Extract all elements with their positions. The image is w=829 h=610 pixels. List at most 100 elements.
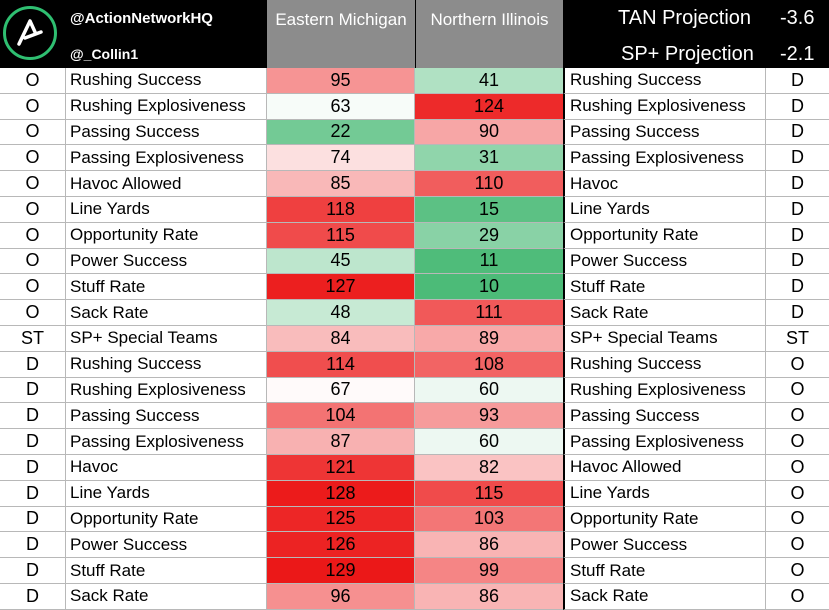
table-row: D Rushing Success 114 108 Rushing Success O xyxy=(0,351,829,378)
northern-illinois-rank: 60 xyxy=(415,377,563,404)
opponent-side-cell: D xyxy=(766,197,829,223)
northern-illinois-rank: 93 xyxy=(415,403,563,430)
northern-illinois-rank: 11 xyxy=(415,248,563,275)
side-cell: O xyxy=(0,300,66,326)
stat-label: Stuff Rate xyxy=(66,558,267,584)
opponent-side-cell: O xyxy=(766,403,829,430)
side-cell: D xyxy=(0,506,66,533)
northern-illinois-rank: 115 xyxy=(415,480,563,507)
side-cell: D xyxy=(0,584,66,610)
side-cell: D xyxy=(0,429,66,455)
team1-header: Eastern Michigan xyxy=(267,0,415,68)
eastern-michigan-rank: 22 xyxy=(267,119,415,146)
northern-illinois-rank: 108 xyxy=(415,351,563,378)
opponent-side-cell: D xyxy=(766,94,829,120)
stat-label: Rushing Success xyxy=(66,351,267,378)
opponent-side-cell: ST xyxy=(766,326,829,352)
table-row: D Passing Success 104 93 Passing Success O xyxy=(0,403,829,430)
table-row: D Power Success 126 86 Power Success O xyxy=(0,532,829,559)
side-cell: D xyxy=(0,403,66,430)
handle-main: @ActionNetworkHQ xyxy=(70,10,213,27)
side-cell: ST xyxy=(0,326,66,352)
opponent-side-cell: O xyxy=(766,352,829,378)
stat-label: SP+ Special Teams xyxy=(66,326,267,352)
opponent-stat-label: Rushing Success xyxy=(563,68,766,94)
northern-illinois-rank: 89 xyxy=(415,326,563,352)
eastern-michigan-rank: 118 xyxy=(267,197,415,223)
table-row: O Havoc Allowed 85 110 Havoc D xyxy=(0,171,829,197)
side-cell: O xyxy=(0,119,66,146)
opponent-stat-label: Passing Success xyxy=(563,119,766,146)
eastern-michigan-rank: 126 xyxy=(267,532,415,559)
table-row: O Power Success 45 11 Power Success D xyxy=(0,248,829,275)
tan-projection-value: -3.6 xyxy=(780,7,815,29)
opponent-stat-label: Rushing Explosiveness xyxy=(563,93,766,120)
northern-illinois-rank: 90 xyxy=(415,119,563,146)
opponent-side-cell: O xyxy=(766,532,829,559)
eastern-michigan-rank: 125 xyxy=(267,506,415,533)
eastern-michigan-rank: 96 xyxy=(267,584,415,610)
stat-label: Havoc Allowed xyxy=(66,171,267,197)
opponent-side-cell: O xyxy=(766,455,829,481)
opponent-side-cell: D xyxy=(766,145,829,172)
northern-illinois-rank: 82 xyxy=(415,455,563,481)
opponent-stat-label: Power Success xyxy=(563,532,766,559)
opponent-side-cell: O xyxy=(766,558,829,584)
northern-illinois-rank: 41 xyxy=(415,68,563,94)
eastern-michigan-rank: 84 xyxy=(267,326,415,352)
opponent-side-cell: O xyxy=(766,507,829,533)
opponent-stat-label: Passing Explosiveness xyxy=(563,145,766,172)
northern-illinois-rank: 10 xyxy=(415,274,563,301)
opponent-side-cell: D xyxy=(766,68,829,94)
table-row: O Line Yards 118 15 Line Yards D xyxy=(0,197,829,223)
eastern-michigan-rank: 48 xyxy=(267,300,415,326)
table-row: D Sack Rate 96 86 Sack Rate O xyxy=(0,584,829,610)
opponent-stat-label: Line Yards xyxy=(563,480,766,507)
side-cell: O xyxy=(0,248,66,275)
eastern-michigan-rank: 74 xyxy=(267,145,415,172)
eastern-michigan-rank: 114 xyxy=(267,351,415,378)
action-network-logo-icon xyxy=(3,6,57,60)
stat-label: Power Success xyxy=(66,248,267,275)
handle-sub: @_Collin1 xyxy=(70,46,139,62)
side-cell: O xyxy=(0,171,66,197)
side-cell: D xyxy=(0,377,66,404)
stat-label: Opportunity Rate xyxy=(66,222,267,249)
stat-label: Passing Explosiveness xyxy=(66,145,267,172)
eastern-michigan-rank: 95 xyxy=(267,68,415,94)
stat-label: Passing Success xyxy=(66,403,267,430)
stat-label: Sack Rate xyxy=(66,584,267,610)
opponent-side-cell: D xyxy=(766,223,829,249)
side-cell: O xyxy=(0,93,66,120)
side-cell: D xyxy=(0,558,66,584)
eastern-michigan-rank: 127 xyxy=(267,274,415,301)
northern-illinois-rank: 124 xyxy=(415,93,563,120)
opponent-side-cell: O xyxy=(766,429,829,455)
opponent-stat-label: Stuff Rate xyxy=(563,558,766,584)
opponent-stat-label: Rushing Success xyxy=(563,351,766,378)
eastern-michigan-rank: 63 xyxy=(267,93,415,120)
table-row: O Stuff Rate 127 10 Stuff Rate D xyxy=(0,274,829,301)
opponent-side-cell: D xyxy=(766,120,829,146)
side-cell: O xyxy=(0,222,66,249)
opponent-stat-label: Power Success xyxy=(563,248,766,275)
northern-illinois-rank: 103 xyxy=(415,506,563,533)
opponent-stat-label: Stuff Rate xyxy=(563,274,766,301)
northern-illinois-rank: 99 xyxy=(415,558,563,584)
stat-label: Rushing Explosiveness xyxy=(66,377,267,404)
side-cell: D xyxy=(0,532,66,559)
stat-label: Passing Success xyxy=(66,119,267,146)
table-row: O Passing Success 22 90 Passing Success D xyxy=(0,119,829,146)
northern-illinois-rank: 15 xyxy=(415,197,563,223)
eastern-michigan-rank: 85 xyxy=(267,171,415,197)
eastern-michigan-rank: 87 xyxy=(267,429,415,455)
northern-illinois-rank: 86 xyxy=(415,532,563,559)
eastern-michigan-rank: 67 xyxy=(267,377,415,404)
side-cell: D xyxy=(0,480,66,507)
table-row: O Opportunity Rate 115 29 Opportunity Rate D xyxy=(0,222,829,249)
table-row: O Rushing Success 95 41 Rushing Success D xyxy=(0,68,829,94)
table-row: D Opportunity Rate 125 103 Opportunity Rate O xyxy=(0,506,829,533)
table-row: ST SP+ Special Teams 84 89 SP+ Special Teams… xyxy=(0,326,829,352)
sp-projection-label: SP+ Projection xyxy=(621,43,754,65)
table-row: D Stuff Rate 129 99 Stuff Rate O xyxy=(0,558,829,584)
